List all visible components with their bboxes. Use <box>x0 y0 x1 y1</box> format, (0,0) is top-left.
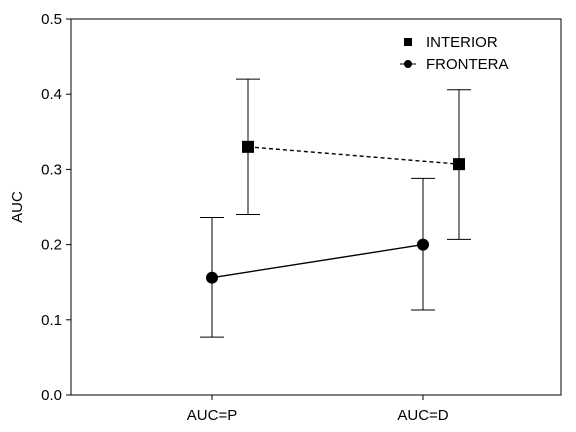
legend-item: FRONTERA <box>400 56 509 73</box>
legend-label: INTERIOR <box>426 34 498 51</box>
series-layer <box>200 78 471 338</box>
y-tick-label: 0.4 <box>41 86 62 103</box>
y-tick-label: 0.0 <box>41 387 62 404</box>
y-axis-title: AUC <box>9 191 26 223</box>
data-point-circle <box>206 271 218 284</box>
series-interior <box>236 78 471 240</box>
data-point-square <box>242 140 254 153</box>
y-tick-label: 0.5 <box>41 11 62 28</box>
legend-marker-square <box>404 38 412 46</box>
y-tick-label: 0.1 <box>41 312 62 329</box>
y-axis-ticks: 0.0 0.1 0.2 0.3 0.4 0.5 <box>41 11 71 404</box>
plot-frame <box>70 18 562 396</box>
legend-item: INTERIOR <box>404 34 498 51</box>
data-point-circle <box>417 238 429 251</box>
series-line <box>247 146 460 165</box>
series-line <box>211 243 424 279</box>
x-tick-label: AUC=D <box>397 407 448 424</box>
x-tick-label: AUC=P <box>187 407 237 424</box>
x-axis-ticks: AUC=P AUC=D <box>187 395 449 424</box>
y-tick-label: 0.3 <box>41 161 62 178</box>
legend: INTERIOR FRONTERA <box>400 34 509 73</box>
legend-marker-circle <box>404 60 412 68</box>
series-frontera <box>200 177 435 338</box>
y-tick-label: 0.2 <box>41 237 62 254</box>
data-point-square <box>453 158 465 171</box>
legend-label: FRONTERA <box>426 56 509 73</box>
